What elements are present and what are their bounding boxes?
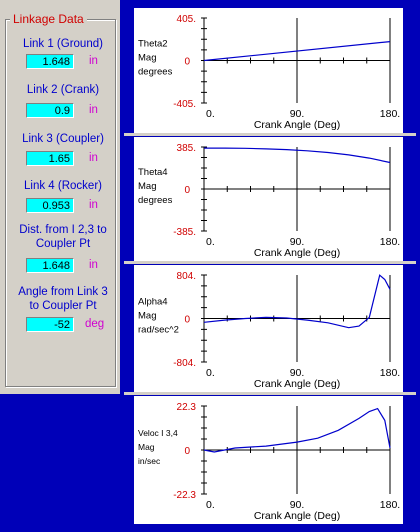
x-tick-label: 90. — [290, 108, 305, 120]
chart-divider — [124, 392, 416, 395]
y-axis-title-line: degrees — [138, 195, 173, 206]
link4-label: Link 4 (Rocker) — [24, 180, 102, 192]
y-axis-title-line: Alpha4 — [138, 297, 168, 308]
left-frame-background — [0, 394, 120, 532]
alpha4-chart: 804. 0 -804. 0. 90. 180. Crank Angle (Deg) Alph… — [134, 265, 403, 392]
theta2-chart: 405. 0 -405. 0. 90. 180. Crank Angle (Deg) Thet… — [134, 8, 403, 133]
y-axis-title-line: Theta4 — [138, 167, 168, 178]
chart-divider — [124, 133, 416, 136]
y-tick-label-zero: 0 — [184, 57, 190, 68]
data-series-line — [203, 274, 391, 329]
y-axis-title-line: Mag — [138, 311, 156, 322]
y-axis-title-line: Veloc I 3,4 — [138, 428, 178, 438]
y-tick-label-zero: 0 — [184, 315, 190, 326]
x-tick-label: 0. — [206, 108, 215, 120]
y-axis-title-line: rad/sec^2 — [138, 325, 179, 336]
link4-unit: in — [89, 199, 98, 211]
link1-field[interactable]: 1.648 — [26, 54, 74, 69]
x-tick-label: 90. — [290, 236, 305, 248]
link2-unit: in — [89, 104, 98, 116]
x-tick-label: 0. — [206, 499, 215, 511]
x-tick-label: 180. — [380, 108, 400, 120]
link3-unit: in — [89, 152, 98, 164]
link2-label: Link 2 (Crank) — [26, 84, 100, 96]
y-tick-label-max: 804. — [177, 271, 196, 282]
link3-field[interactable]: 1.65 — [26, 151, 74, 166]
y-axis-title-line: Mag — [138, 442, 155, 452]
x-tick-label: 180. — [380, 236, 400, 248]
x-tick-label: 90. — [290, 499, 305, 511]
coupler-angle-unit: deg — [85, 318, 105, 330]
y-tick-label-min: -385. — [173, 227, 196, 238]
y-tick-label-max: 385. — [177, 143, 196, 154]
y-tick-label-max: 405. — [177, 14, 196, 25]
y-axis-title-line: Mag — [138, 181, 156, 192]
y-axis-title-line: degrees — [138, 67, 173, 78]
y-tick-label-min: -804. — [173, 358, 196, 369]
coupler-distance-field[interactable]: 1.648 — [26, 258, 74, 273]
data-series-line — [204, 147, 391, 164]
x-axis-title: Crank Angle (Deg) — [254, 510, 340, 522]
x-tick-label: 180. — [380, 499, 400, 511]
x-axis-title: Crank Angle (Deg) — [254, 247, 340, 259]
x-axis-title: Crank Angle (Deg) — [254, 378, 340, 390]
chart-divider — [124, 261, 416, 264]
link2-field[interactable]: 0.9 — [26, 103, 74, 118]
x-tick-label: 0. — [206, 367, 215, 379]
x-tick-label: 180. — [380, 367, 400, 379]
y-tick-label-min: -405. — [173, 99, 196, 110]
y-axis-title-line: Mag — [138, 53, 156, 64]
coupler-distance-unit: in — [89, 259, 98, 271]
y-tick-label-max: 22.3 — [177, 402, 197, 413]
theta4-chart: 385. 0 -385. 0. 90. 180. Crank Angle (Deg) Thet… — [134, 137, 403, 261]
velocity-i34-chart: 22.3 0 -22.3 0. 90. 180. Crank Angle (Deg) Velo… — [134, 396, 403, 524]
y-axis-title-line: in/sec — [138, 456, 161, 466]
link3-label: Link 3 (Coupler) — [22, 133, 104, 145]
coupler-angle-label: Angle from Link 3 to Coupler Pt — [18, 286, 108, 312]
data-series-line — [203, 41, 391, 62]
y-tick-label-zero: 0 — [184, 446, 190, 457]
x-tick-label: 90. — [290, 367, 305, 379]
coupler-distance-label: Dist. from I 2,3 to Coupler Pt — [19, 224, 107, 250]
data-series-line — [203, 407, 391, 453]
y-tick-label-zero: 0 — [184, 185, 190, 196]
y-tick-label-min: -22.3 — [173, 490, 196, 501]
link1-unit: in — [89, 55, 98, 67]
x-tick-label: 0. — [206, 236, 215, 248]
link4-field[interactable]: 0.953 — [26, 198, 74, 213]
link1-label: Link 1 (Ground) — [23, 38, 103, 50]
y-axis-title-line: Theta2 — [138, 39, 168, 50]
linkage-data-panel: Linkage Data Link 1 (Ground) 1.648 in Li… — [0, 0, 120, 394]
linkage-data-title: Linkage Data — [10, 12, 87, 26]
x-axis-title: Crank Angle (Deg) — [254, 119, 340, 131]
coupler-angle-field[interactable]: -52 — [26, 317, 74, 332]
